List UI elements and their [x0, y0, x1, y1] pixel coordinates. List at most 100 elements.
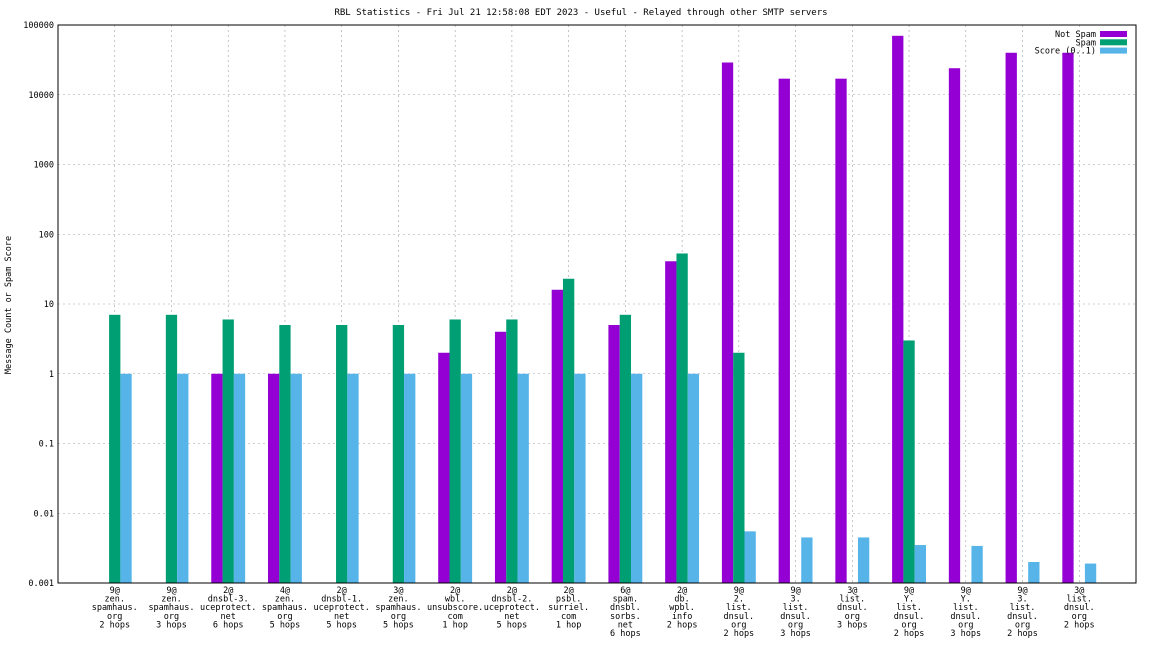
x-tick-label: Y.: [961, 595, 971, 605]
x-tick-label: org: [391, 612, 406, 622]
bar-spam-7: [506, 319, 518, 583]
x-tick-label: com: [447, 612, 462, 622]
bar-not-spam-2: [211, 373, 223, 583]
bar-score-5: [404, 373, 416, 583]
x-tick-label: 3@: [847, 586, 857, 596]
bar-score-2: [233, 373, 246, 583]
x-tick-label: 9@: [904, 586, 914, 596]
x-tick-label: spamhaus.: [262, 603, 308, 613]
x-tick-label: list.: [896, 603, 922, 613]
x-tick-label: org: [901, 620, 916, 630]
x-tick-label: dnsul.: [837, 603, 868, 613]
x-tick-label: org: [164, 612, 179, 622]
x-tick-label: net: [504, 612, 519, 622]
x-tick-label: spamhaus.: [148, 603, 194, 613]
bar-spam-14: [903, 340, 915, 583]
x-tick-label: 2 hops: [723, 629, 754, 639]
x-tick-label: list.: [783, 603, 809, 613]
x-tick-label: db.: [674, 595, 689, 605]
bar-not-spam-11: [721, 62, 734, 583]
bar-spam-1: [165, 314, 178, 583]
x-tick-label: 9@: [1017, 586, 1027, 596]
y-tick-label: 0.01: [34, 509, 54, 519]
bar-score-1: [177, 373, 189, 583]
x-tick-label: dnsbl-3.: [208, 595, 249, 605]
x-tick-label: 2.: [734, 595, 744, 605]
x-tick-label: 1 hop: [556, 620, 582, 630]
x-tick-label: uceprotect.: [314, 603, 370, 613]
legend-label: Score (0..1): [1035, 47, 1096, 57]
x-tick-label: 2 hops: [1064, 620, 1095, 630]
bars: [109, 35, 1097, 584]
bar-score-16: [1028, 562, 1040, 583]
bar-score-11: [744, 531, 756, 583]
x-tick-label: dnsul.: [1064, 603, 1095, 613]
bar-not-spam-13: [835, 78, 847, 584]
x-tick-label: spamhaus.: [375, 603, 421, 613]
x-tick-label: 3@: [1074, 586, 1084, 596]
x-tick-label: 2 hops: [99, 620, 130, 630]
x-tick-label: 3.: [1017, 595, 1027, 605]
y-tick-label: 0.1: [39, 440, 54, 450]
x-tick-label: 5 hops: [383, 620, 414, 630]
bar-score-17: [1084, 563, 1097, 583]
bar-score-12: [801, 537, 813, 583]
x-tick-label: 3.: [790, 595, 800, 605]
x-tick-label: 1 hop: [442, 620, 468, 630]
x-tick-label: 6 hops: [610, 629, 641, 639]
bar-not-spam-6: [438, 352, 450, 583]
y-tick-label: 0.001: [28, 579, 54, 589]
x-tick-label: 5 hops: [326, 620, 357, 630]
bar-not-spam-10: [665, 261, 677, 583]
y-axis-label: Message Count or Spam Score: [4, 236, 14, 374]
bar-score-15: [971, 545, 983, 583]
x-tick-label: 2@: [337, 586, 347, 596]
x-tick-label: zen.: [161, 595, 181, 605]
bar-spam-4: [336, 324, 348, 583]
x-tick-label: net: [221, 612, 236, 622]
x-tick-label: wpbl.: [669, 603, 695, 613]
x-tick-label: dnsbl.: [610, 603, 641, 613]
x-tick-label: dnsbl-2.: [491, 595, 532, 605]
bar-score-6: [460, 373, 473, 583]
x-tick-label: 2@: [450, 586, 460, 596]
x-tick-label: 9@: [166, 586, 176, 596]
bar-score-10: [687, 373, 700, 583]
bar-score-8: [574, 373, 586, 583]
x-tick-label: list.: [953, 603, 979, 613]
x-tick-label: org: [1072, 612, 1087, 622]
y-tick-label: 10000: [28, 91, 54, 101]
x-tick-label: dnsul.: [1007, 612, 1038, 622]
bar-score-0: [120, 373, 132, 583]
x-tick-label: org: [107, 612, 122, 622]
x-tick-label: 3 hops: [950, 629, 981, 639]
x-tick-label: 2@: [564, 586, 574, 596]
x-tick-label: wbl.: [445, 595, 465, 605]
x-tick-label: net: [618, 620, 633, 630]
x-tick-label: org: [958, 620, 973, 630]
bar-spam-6: [449, 319, 461, 583]
x-tick-label: 2 hops: [894, 629, 925, 639]
bar-not-spam-9: [608, 324, 620, 583]
x-tick-label: net: [334, 612, 349, 622]
x-tick-label: list.: [726, 603, 752, 613]
y-tick-label: 10: [44, 300, 54, 310]
x-tick-label: unsubscore.: [427, 603, 483, 613]
x-tick-label: 2 hops: [1007, 629, 1038, 639]
bar-spam-2: [222, 319, 234, 583]
x-tick-label: list.: [1010, 603, 1036, 613]
x-tick-label: 6@: [620, 586, 630, 596]
x-tick-label: 2@: [223, 586, 233, 596]
x-tick-label: Y.: [904, 595, 914, 605]
x-tick-label: zen.: [275, 595, 295, 605]
x-tick-label: 9@: [790, 586, 800, 596]
legend-swatch: [1100, 39, 1127, 46]
x-tick-label: 5 hops: [270, 620, 301, 630]
bar-spam-10: [676, 253, 688, 583]
bar-spam-5: [392, 324, 405, 583]
x-tick-label: com: [561, 612, 576, 622]
plot-frame: [57, 24, 1137, 584]
x-tick-label: org: [277, 612, 292, 622]
bar-not-spam-3: [267, 373, 280, 583]
bar-score-4: [347, 373, 359, 583]
